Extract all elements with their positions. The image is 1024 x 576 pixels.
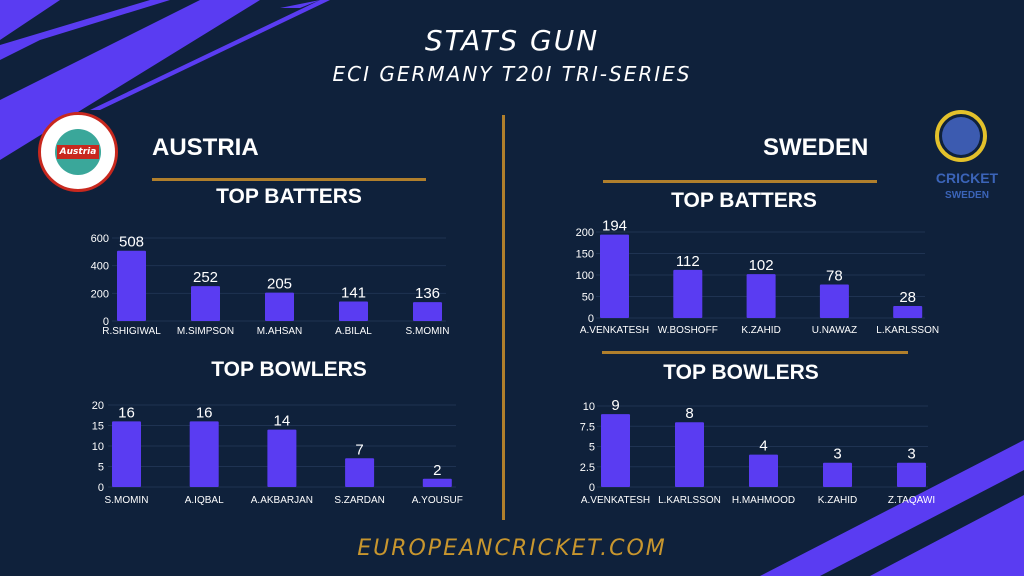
data-label: 3	[833, 446, 841, 463]
bar	[746, 274, 776, 318]
bar	[422, 478, 452, 487]
x-tick-label: A.VENKATESH	[580, 325, 649, 336]
bar	[112, 421, 141, 487]
footer-website[interactable]: EUROPEANCRICKET.COM	[357, 536, 667, 561]
x-tick-label: S.MOMIN	[406, 326, 450, 337]
data-label: 2	[433, 462, 441, 479]
bar	[601, 414, 630, 487]
sweden-top-bowlers-heading: TOP BOWLERS	[663, 361, 819, 384]
data-label: 252	[193, 269, 218, 286]
x-tick-label: Z.TAQAWI	[888, 495, 935, 506]
x-tick-label: M.AHSAN	[257, 326, 303, 337]
data-label: 4	[759, 438, 767, 455]
x-tick-label: K.ZAHID	[818, 495, 857, 506]
data-label: 16	[196, 404, 213, 421]
data-label: 136	[415, 285, 440, 302]
y-tick-label: 400	[91, 261, 109, 273]
x-tick-label: A.IQBAL	[185, 495, 224, 506]
bar	[267, 429, 297, 487]
sweden-top-batters-heading: TOP BATTERS	[671, 189, 817, 212]
data-label: 102	[749, 257, 774, 274]
data-label: 16	[118, 404, 135, 421]
bar	[819, 284, 849, 318]
y-tick-label: 5	[98, 462, 104, 474]
y-tick-label: 50	[582, 292, 594, 304]
data-label: 205	[267, 276, 292, 293]
y-tick-label: 0	[103, 316, 109, 328]
data-label: 3	[907, 446, 915, 463]
data-label: 508	[119, 234, 144, 251]
bar	[673, 269, 703, 318]
x-tick-label: S.ZARDAN	[334, 495, 385, 506]
bar	[345, 458, 375, 487]
y-tick-label: 0	[98, 482, 104, 494]
data-label: 7	[355, 441, 363, 458]
bar	[675, 422, 704, 487]
bar	[339, 301, 368, 321]
austria-top-batters-heading: TOP BATTERS	[216, 185, 362, 208]
data-label: 8	[685, 405, 693, 422]
bar	[823, 462, 852, 487]
y-tick-label: 100	[576, 270, 594, 282]
bar	[897, 462, 926, 487]
center-divider	[502, 115, 505, 520]
data-label: 194	[602, 218, 627, 235]
team-name-sweden: SWEDEN	[763, 134, 869, 161]
x-tick-label: A.YOUSUF	[412, 495, 463, 506]
y-tick-label: 200	[91, 288, 109, 300]
y-tick-label: 0	[588, 313, 594, 325]
x-tick-label: S.MOMIN	[105, 495, 149, 506]
y-tick-label: 0	[589, 482, 595, 494]
bar	[117, 250, 146, 321]
bar	[265, 292, 294, 321]
y-tick-label: 150	[576, 249, 594, 261]
bar	[189, 421, 219, 487]
data-label: 141	[341, 284, 366, 301]
y-tick-label: 600	[91, 233, 109, 245]
data-label: 112	[676, 253, 700, 270]
y-tick-label: 15	[92, 421, 104, 433]
y-tick-label: 7.5	[580, 421, 595, 433]
x-tick-label: H.MAHMOOD	[732, 495, 795, 506]
page-title: STATS GUN	[424, 24, 600, 57]
data-label: 9	[611, 397, 619, 414]
x-tick-label: U.NAWAZ	[812, 325, 857, 336]
y-tick-label: 5	[589, 442, 595, 454]
y-tick-label: 10	[92, 441, 104, 453]
data-label: 78	[826, 267, 843, 284]
y-tick-label: 10	[583, 401, 595, 413]
bar	[191, 286, 220, 321]
x-tick-label: A.VENKATESH	[581, 495, 650, 506]
y-tick-label: 20	[92, 400, 104, 412]
data-label: 28	[899, 289, 916, 306]
divider	[602, 351, 908, 354]
x-tick-label: K.ZAHID	[741, 325, 780, 336]
austria-top-bowlers-heading: TOP BOWLERS	[211, 358, 367, 381]
divider	[603, 180, 877, 183]
x-tick-label: A.BILAL	[335, 326, 372, 337]
x-tick-label: L.KARLSSON	[876, 325, 939, 336]
page-subtitle: ECI GERMANY T20I TRI-SERIES	[332, 62, 692, 86]
x-tick-label: W.BOSHOFF	[658, 325, 718, 336]
sweden-logo: CRICKET SWEDEN	[915, 108, 998, 208]
y-tick-label: 2.5	[580, 462, 595, 474]
bar	[600, 234, 629, 318]
data-label: 14	[274, 413, 291, 430]
bar	[893, 305, 923, 318]
x-tick-label: R.SHIGIWAL	[102, 326, 161, 337]
x-tick-label: L.KARLSSON	[658, 495, 721, 506]
team-name-austria: AUSTRIA	[152, 134, 259, 161]
x-tick-label: M.SIMPSON	[177, 326, 234, 337]
bar	[413, 302, 442, 321]
divider	[152, 178, 426, 181]
x-tick-label: A.AKBARJAN	[251, 495, 313, 506]
y-tick-label: 200	[576, 227, 594, 239]
bar	[749, 454, 778, 487]
austria-logo: Austria	[38, 112, 118, 192]
